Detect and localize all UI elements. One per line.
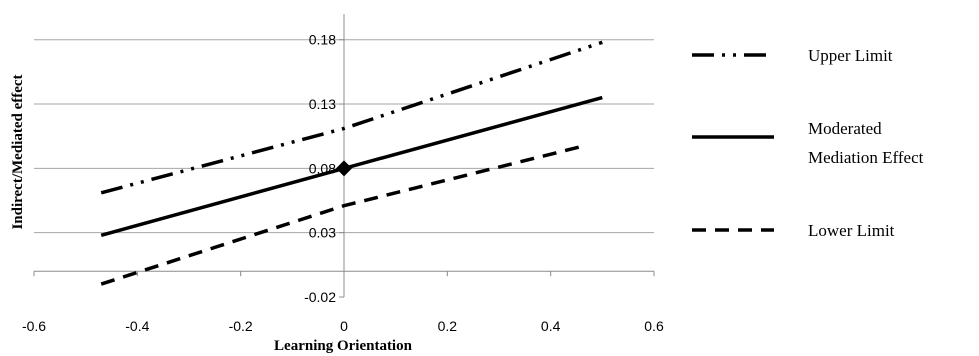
x-tick-label-3: 0	[340, 318, 348, 334]
series-lines	[100, 40, 603, 286]
x-tick-label-0: -0.6	[22, 318, 46, 334]
x-tick-label-1: -0.4	[125, 318, 149, 334]
x-tick-label-5: 0.4	[541, 318, 561, 334]
legend-label-solid-line0: Moderated	[808, 119, 882, 138]
diamond-marker	[336, 160, 352, 177]
y-tick-label-3: 0.13	[309, 96, 336, 112]
axes	[33, 14, 655, 298]
series-line-dash-dot-dot	[100, 40, 603, 195]
series-line-dashed	[100, 143, 588, 286]
legend-label-dash-dot-dot: Upper Limit	[808, 46, 893, 65]
x-tick-label-6: 0.6	[644, 318, 664, 334]
x-axis-title: Learning Orientation	[274, 338, 413, 354]
tick-labels: -0.6 -0.4 -0.2 0 0.2 0.4 0.6-0.020.030.080.130…	[22, 32, 664, 334]
x-tick-label-4: 0.2	[438, 318, 458, 334]
legend: Upper Limit Moderated Mediation Effect Lowe…	[692, 46, 924, 240]
x-tick-label-2: -0.2	[229, 318, 253, 334]
marker-layer	[336, 160, 352, 177]
y-tick-label-1: 0.03	[309, 225, 336, 241]
series-line-solid	[100, 95, 603, 237]
legend-label-solid-line1: Mediation Effect	[808, 148, 924, 167]
y-tick-label-0: -0.02	[304, 289, 336, 305]
y-tick-label-4: 0.18	[309, 32, 336, 48]
y-axis-title: Indirect/Mediated effect	[10, 74, 26, 229]
legend-label-dashed: Lower Limit	[808, 221, 895, 240]
